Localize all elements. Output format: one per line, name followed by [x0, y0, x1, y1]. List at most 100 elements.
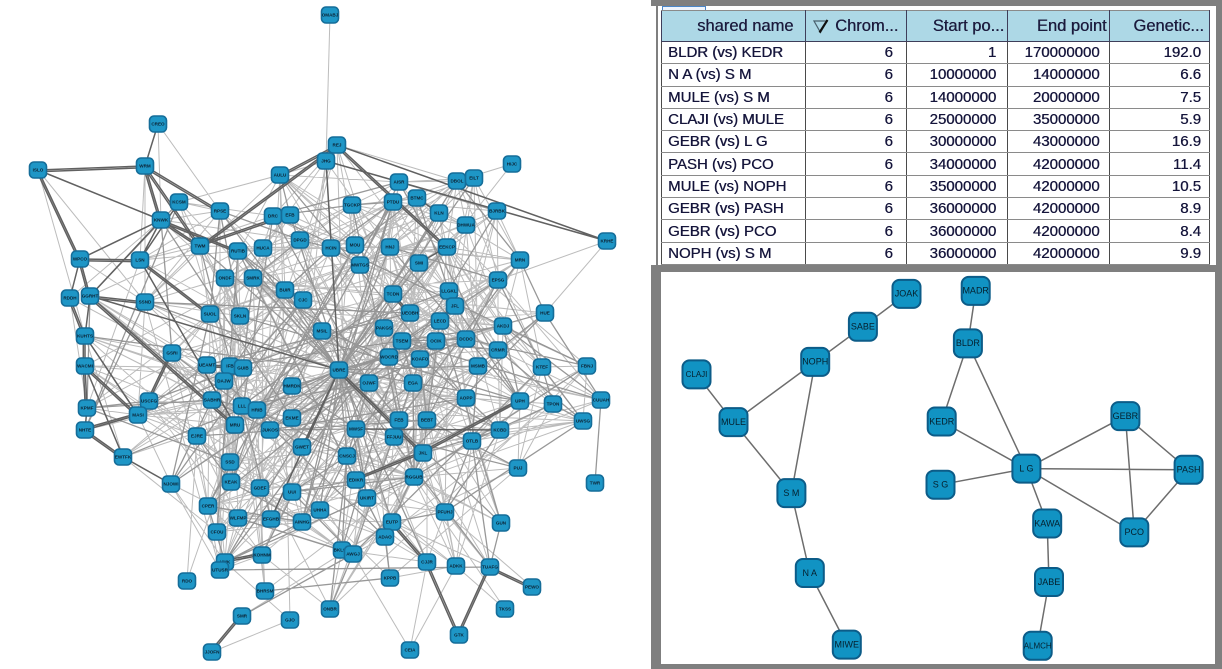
svg-text:CUUAH: CUUAH: [593, 398, 610, 403]
svg-text:CRMR: CRMR: [491, 348, 505, 353]
svg-text:HCIN: HCIN: [325, 246, 337, 251]
svg-text:KOHNM: KOHNM: [253, 553, 271, 558]
svg-text:MSMB: MSMB: [471, 364, 486, 369]
svg-text:KUHTS: KUHTS: [77, 334, 93, 339]
svg-text:ONBR: ONBR: [323, 607, 337, 612]
svg-text:ADAO: ADAO: [378, 535, 392, 540]
svg-text:IFB: IFB: [226, 364, 234, 369]
svg-text:SSND: SSND: [139, 300, 152, 305]
svg-text:EILT: EILT: [469, 176, 479, 181]
svg-text:AWGJ: AWGJ: [346, 552, 360, 557]
svg-text:UWSG: UWSG: [576, 419, 591, 424]
svg-text:JHG: JHG: [321, 159, 331, 164]
svg-text:GJO: GJO: [285, 618, 295, 623]
svg-text:ONDF: ONDF: [218, 276, 231, 281]
svg-text:RDO: RDO: [182, 579, 193, 584]
svg-text:LLL: LLL: [238, 404, 247, 409]
svg-text:MIWE: MIWE: [835, 639, 860, 649]
svg-text:ISLO: ISLO: [33, 168, 44, 173]
svg-text:BJRBK: BJRBK: [489, 209, 506, 214]
svg-text:PFUHJ: PFUHJ: [437, 510, 453, 515]
svg-text:GSRI: GSRI: [166, 351, 177, 356]
svg-text:S G: S G: [933, 480, 949, 490]
svg-text:JKL: JKL: [419, 451, 428, 456]
svg-text:UTUSR: UTUSR: [212, 568, 229, 573]
svg-text:DHWUA: DHWUA: [457, 223, 475, 228]
svg-text:CLAJI: CLAJI: [686, 370, 708, 379]
svg-text:EFGHB: EFGHB: [263, 517, 280, 522]
svg-text:KRHE: KRHE: [600, 239, 613, 244]
svg-text:LECD: LECD: [434, 319, 447, 324]
svg-text:BEBT: BEBT: [421, 418, 434, 423]
svg-text:OTLB: OTLB: [466, 439, 479, 444]
svg-text:KCBD: KCBD: [493, 428, 507, 433]
svg-text:MASI: MASI: [132, 413, 143, 418]
svg-text:TKSS: TKSS: [499, 607, 511, 612]
svg-text:KNWK: KNWK: [154, 218, 169, 223]
svg-text:SSD: SSD: [225, 460, 235, 465]
svg-text:GUN: GUN: [496, 521, 507, 526]
svg-text:GEBR: GEBR: [1113, 411, 1139, 421]
svg-text:GUIB: GUIB: [237, 366, 249, 371]
svg-text:CJJR: CJJR: [421, 560, 433, 565]
svg-text:DBOL: DBOL: [450, 179, 463, 184]
svg-text:UPH: UPH: [515, 399, 525, 404]
svg-text:WOCRD: WOCRD: [380, 355, 399, 360]
svg-text:RGGUB: RGGUB: [405, 475, 423, 480]
svg-text:NJOWI: NJOWI: [163, 482, 178, 487]
svg-text:CEIA: CEIA: [405, 648, 417, 653]
svg-text:UHHA: UHHA: [313, 508, 327, 513]
svg-text:AKDJ: AKDJ: [497, 324, 510, 329]
svg-text:JJOFN: JJOFN: [205, 650, 220, 655]
svg-text:OCIK: OCIK: [430, 339, 442, 344]
svg-text:NHTE: NHTE: [79, 428, 92, 433]
svg-text:CPER: CPER: [202, 504, 215, 509]
svg-text:MOU: MOU: [350, 243, 361, 248]
svg-text:JFL: JFL: [451, 304, 459, 309]
svg-text:HUCA: HUCA: [256, 246, 270, 251]
svg-text:EDIKR: EDIKR: [349, 478, 364, 483]
svg-text:MSIL: MSIL: [317, 329, 328, 334]
svg-text:UUI: UUI: [288, 490, 296, 495]
svg-text:EUTP: EUTP: [386, 520, 398, 525]
svg-text:EPSG: EPSG: [492, 278, 505, 283]
svg-text:HMRDK: HMRDK: [283, 384, 301, 389]
svg-text:KOAFO: KOAFO: [412, 357, 429, 362]
svg-text:KEDR: KEDR: [929, 416, 955, 426]
svg-text:TGCKP: TGCKP: [344, 203, 360, 208]
svg-text:EKME: EKME: [285, 416, 298, 421]
svg-text:TPON: TPON: [547, 402, 560, 407]
svg-text:CJC: CJC: [298, 298, 308, 303]
svg-text:KTEF: KTEF: [536, 365, 548, 370]
svg-text:MRN: MRN: [515, 258, 526, 263]
svg-text:N A: N A: [803, 568, 818, 578]
svg-text:ADKK: ADKK: [449, 564, 463, 569]
svg-text:MWTGS: MWTGS: [351, 263, 369, 268]
svg-text:JABE: JABE: [1038, 577, 1061, 587]
svg-text:UKIRT: UKIRT: [360, 496, 374, 501]
svg-text:PTDU: PTDU: [387, 200, 400, 205]
svg-text:UEAMT: UEAMT: [199, 363, 216, 368]
svg-text:EWTFK: EWTFK: [115, 455, 132, 460]
svg-text:UEOBH: UEOBH: [402, 311, 419, 316]
svg-text:DRC: DRC: [268, 214, 279, 219]
svg-text:CNSCJ: CNSCJ: [339, 454, 355, 459]
svg-text:EEKCP: EEKCP: [439, 245, 455, 250]
svg-text:MADR: MADR: [962, 286, 989, 296]
svg-text:TCDN: TCDN: [387, 292, 400, 297]
svg-text:KCSM: KCSM: [172, 200, 186, 205]
svg-text:KPMF: KPMF: [80, 406, 93, 411]
svg-text:SABHR: SABHR: [204, 398, 221, 403]
svg-text:HUE: HUE: [540, 311, 550, 316]
svg-text:KPPB: KPPB: [384, 576, 397, 581]
svg-text:S M: S M: [783, 488, 799, 498]
svg-text:SABE: SABE: [851, 322, 875, 332]
svg-text:L G: L G: [1019, 463, 1033, 473]
svg-text:SMI: SMI: [415, 261, 423, 266]
svg-text:WLFMP: WLFMP: [230, 516, 247, 521]
svg-text:GTK: GTK: [454, 633, 464, 638]
svg-text:BUIR: BUIR: [279, 288, 291, 293]
svg-text:PUJ: PUJ: [514, 466, 523, 471]
svg-text:HIJC: HIJC: [507, 162, 518, 167]
svg-text:PASH: PASH: [1177, 465, 1201, 475]
